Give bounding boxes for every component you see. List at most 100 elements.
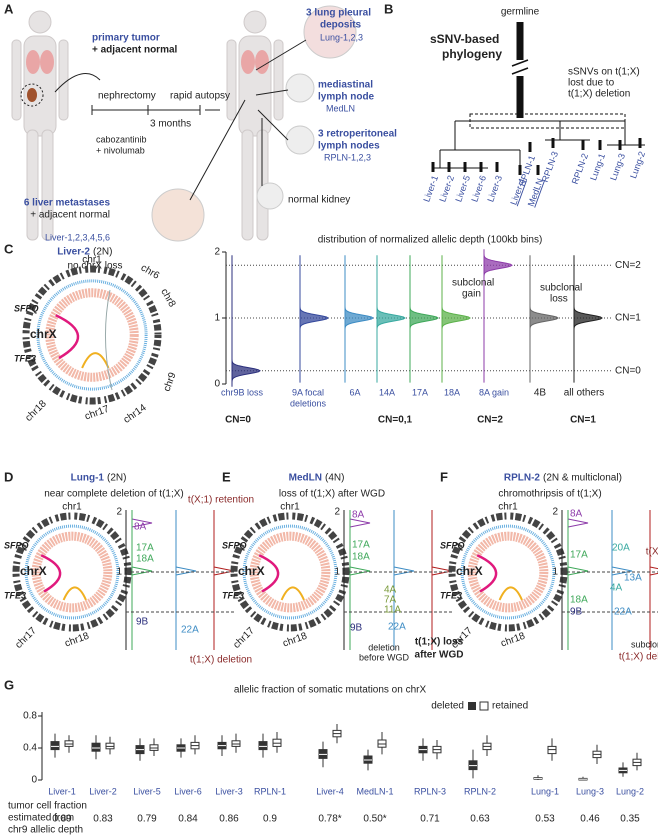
label: chr17 xyxy=(231,625,257,651)
label: phylogeny xyxy=(442,47,502,61)
label: 17A xyxy=(352,540,370,551)
label: distribution of normalized allelic depth… xyxy=(318,235,543,246)
label: 18A xyxy=(136,554,154,565)
translocation xyxy=(258,554,280,593)
label: before WGD xyxy=(359,652,410,662)
legend-key xyxy=(479,701,489,711)
label: 0.46 xyxy=(580,814,600,825)
label: Liver-2 xyxy=(89,786,117,796)
label: CN=0,1 xyxy=(378,415,413,426)
label: Liver-3 xyxy=(485,174,504,203)
translocation xyxy=(104,289,113,391)
label: Liver-1,2,3,4,5,6 xyxy=(45,232,110,242)
density xyxy=(441,302,471,334)
label: B xyxy=(384,1,393,16)
label: 22A xyxy=(614,607,632,618)
label: F xyxy=(440,469,448,484)
label: 0.8 xyxy=(23,711,37,722)
label: deletions xyxy=(290,398,327,408)
organs xyxy=(20,5,357,242)
label: 9A focal xyxy=(292,387,324,397)
coverage-ring xyxy=(460,524,556,620)
label: chromothripsis of t(1;X) xyxy=(498,489,601,500)
box xyxy=(91,742,101,752)
label: 9B xyxy=(350,623,363,634)
label: MedLN xyxy=(289,473,322,484)
baf-ring xyxy=(467,531,549,613)
label: chrX xyxy=(30,327,57,341)
label: 22A xyxy=(388,622,406,633)
box xyxy=(258,741,268,751)
label: lost due to xyxy=(568,78,615,89)
label: D xyxy=(4,469,13,484)
label: subclonal xyxy=(631,639,658,649)
label: chr9B loss xyxy=(221,387,264,397)
label: t(1;X) loss xyxy=(415,637,464,648)
label: RPLN-3 xyxy=(540,150,560,184)
label: TFE3 xyxy=(4,590,26,600)
label: nephrectomy xyxy=(98,91,156,102)
label: 0 xyxy=(31,775,37,786)
label: 18A xyxy=(444,387,460,397)
label: chr17 xyxy=(13,625,39,651)
label: TFE3 xyxy=(440,590,462,600)
label: TFE3 xyxy=(14,353,36,363)
baf-ring xyxy=(31,531,113,613)
label: normal kidney xyxy=(288,195,350,206)
label: 0.50* xyxy=(363,814,386,825)
label: Lung-1 xyxy=(588,152,607,182)
label: Liver-5 xyxy=(133,786,161,796)
label: chrX xyxy=(456,564,483,578)
label: 0 xyxy=(214,379,220,390)
label: 18A xyxy=(570,595,588,606)
translocation xyxy=(280,586,305,601)
label: gain xyxy=(462,289,481,300)
label: chr1 xyxy=(82,255,102,266)
label: chr17 xyxy=(83,404,111,423)
label: subclonal xyxy=(452,278,494,289)
label: (4N) xyxy=(325,473,344,484)
baf-ring xyxy=(45,288,139,382)
label: 2 xyxy=(214,247,220,258)
label: + nivolumab xyxy=(96,145,145,155)
label: chr9 allelic depth xyxy=(8,825,83,836)
label: t(X;1) retention xyxy=(188,495,254,506)
label: SFPQ xyxy=(14,303,39,313)
label: loss xyxy=(550,294,568,305)
translocation xyxy=(62,586,87,601)
label: lymph nodes xyxy=(318,141,380,152)
label: primary tumor xyxy=(92,33,160,44)
mini-density xyxy=(349,510,371,650)
label: TFE3 xyxy=(222,590,244,600)
label: CN=0 xyxy=(615,365,641,376)
label: allelic fraction of somatic mutations on… xyxy=(234,685,427,696)
label: 0.9 xyxy=(263,814,277,825)
label: loss of t(1;X) after WGD xyxy=(279,489,385,500)
label: CN=2 xyxy=(477,415,503,426)
label: RPLN-2 xyxy=(504,473,541,484)
label: chr1 xyxy=(498,502,518,513)
label: (2N & multiclonal) xyxy=(543,473,622,484)
label: Liver-3 xyxy=(215,786,243,796)
label: 0.53 xyxy=(535,814,555,825)
label: after WGD xyxy=(415,650,464,661)
translocation xyxy=(476,554,498,593)
label: cabozantinib xyxy=(96,134,147,144)
label: 8A xyxy=(134,522,147,533)
label: Liver-6 xyxy=(174,786,202,796)
label: 2 xyxy=(116,507,122,518)
label: chr8 xyxy=(158,287,177,310)
label: chrX xyxy=(238,564,265,578)
label: chr1 xyxy=(280,502,300,513)
label: CN=1 xyxy=(570,415,596,426)
density xyxy=(376,302,406,334)
translocation xyxy=(498,586,523,601)
label: 20A xyxy=(612,543,630,554)
label: 0.63 xyxy=(470,814,490,825)
label: 1 xyxy=(116,567,122,578)
density xyxy=(344,302,374,334)
label: tumor cell fraction xyxy=(8,801,87,812)
translocation xyxy=(55,314,80,360)
label: 8A gain xyxy=(479,387,509,397)
label: CN=2 xyxy=(615,260,641,271)
